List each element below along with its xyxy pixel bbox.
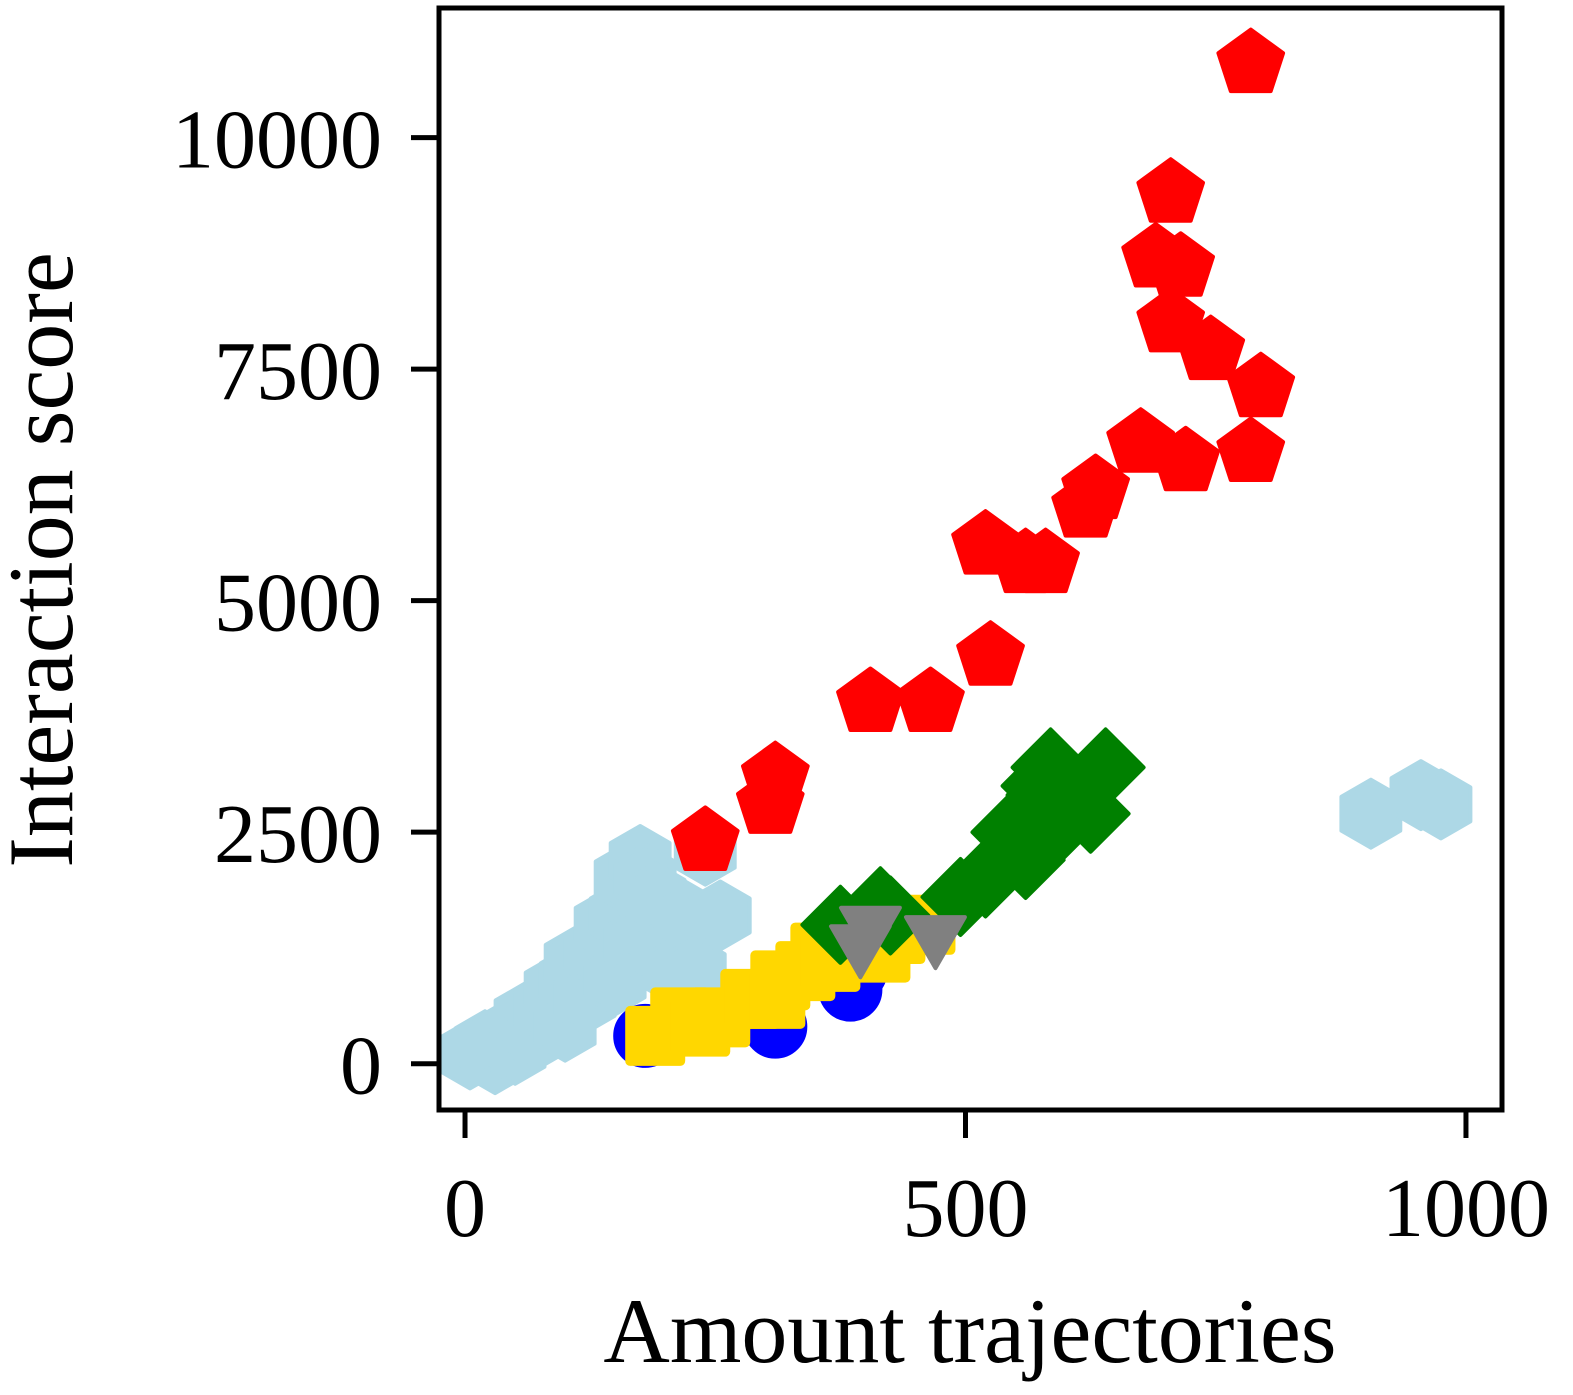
plot-frame [436,5,1505,1113]
data-point-pentagon [1226,351,1296,418]
series-hexagon [438,759,1473,1096]
data-point-pentagon [896,666,965,732]
data-point-triangle-down [904,915,967,971]
data-point-pentagon [1146,231,1215,297]
y-axis-title: Interaction score [0,252,92,868]
data-points [438,27,1473,1096]
series-pentagon [670,27,1296,871]
y-tick-label: 5000 [214,557,382,650]
y-tick-label: 10000 [172,94,382,187]
x-tick-label: 0 [444,1162,486,1255]
data-point-pentagon [956,620,1025,686]
data-point-pentagon [1216,27,1286,94]
data-point-hexagon [1409,768,1473,841]
data-point-triangle-down [839,905,902,961]
x-axis-title: Amount trajectories [603,1280,1336,1382]
data-point-pentagon [1176,314,1246,381]
y-tick-label: 2500 [214,788,382,881]
y-tick-label: 0 [340,1020,382,1113]
data-point-pentagon [836,666,905,732]
data-point-pentagon [1151,425,1220,492]
data-point-pentagon [741,740,810,807]
data-point-diamond [1065,727,1146,808]
x-tick-label: 500 [902,1162,1028,1255]
data-point-hexagon [688,879,752,952]
data-point-pentagon [1216,416,1286,482]
data-point-pentagon [1061,453,1130,520]
x-tick-label: 1000 [1382,1162,1550,1255]
y-tick-label: 7500 [214,325,382,418]
data-point-pentagon [1011,527,1080,594]
data-point-pentagon [670,805,740,871]
series-triangle-down [829,905,967,980]
data-point-pentagon [1136,157,1205,223]
